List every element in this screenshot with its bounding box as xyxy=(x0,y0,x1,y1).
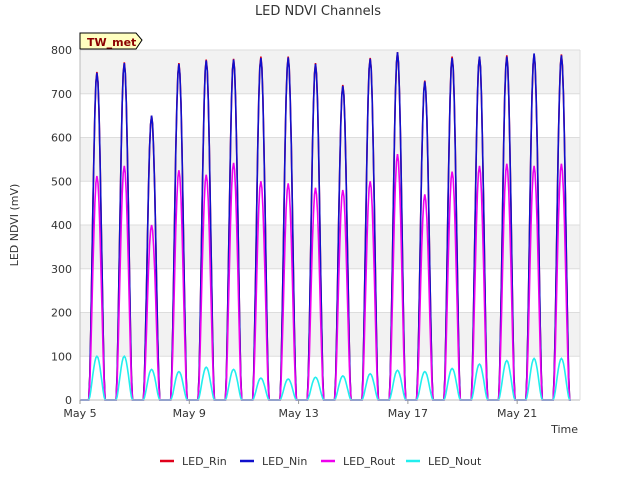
band-700 xyxy=(80,50,580,94)
y-tick-label: 400 xyxy=(51,219,72,232)
x-tick-label: May 9 xyxy=(173,407,206,420)
badge-box xyxy=(79,32,143,50)
y-tick-label: 500 xyxy=(51,175,72,188)
band-300 xyxy=(80,225,580,269)
x-tick-label: May 21 xyxy=(497,407,537,420)
legend-label: LED_Rin xyxy=(182,455,227,468)
band-200 xyxy=(80,268,580,313)
y-tick-label: 0 xyxy=(65,394,72,407)
band-400 xyxy=(80,181,580,225)
y-tick-label: 300 xyxy=(51,263,72,276)
legend-label: LED_Nin xyxy=(262,455,307,468)
x-tick-label: May 17 xyxy=(388,407,428,420)
x-tick-label: May 13 xyxy=(278,407,318,420)
y-tick-label: 100 xyxy=(51,350,72,363)
y-tick-label: 200 xyxy=(51,307,72,320)
legend-label: LED_Rout xyxy=(343,455,396,468)
x-tick-label: May 5 xyxy=(63,407,96,420)
band-500 xyxy=(80,137,580,182)
y-tick-label: 600 xyxy=(51,132,72,145)
legend-label: LED_Nout xyxy=(428,455,482,468)
badge-label: TW_met xyxy=(87,36,136,49)
y-tick-label: 800 xyxy=(51,44,72,57)
axes: 0 100 200 300 400 500 600 700 800 May 5 May 9 May 1… xyxy=(51,44,581,420)
y-axis-label: LED NDVI (mV) xyxy=(8,184,21,267)
y-tick-label: 700 xyxy=(51,88,72,101)
band-0 xyxy=(80,356,580,400)
band-600 xyxy=(80,93,580,138)
x-axis-label: Time xyxy=(550,423,578,436)
legend: LED_Rin LED_Nin LED_Rout LED_Nout xyxy=(160,455,482,468)
chart-title: LED NDVI Channels xyxy=(255,4,381,19)
station-badge: TW_met xyxy=(79,32,143,50)
plot-background xyxy=(80,50,580,400)
band-100 xyxy=(80,312,580,357)
